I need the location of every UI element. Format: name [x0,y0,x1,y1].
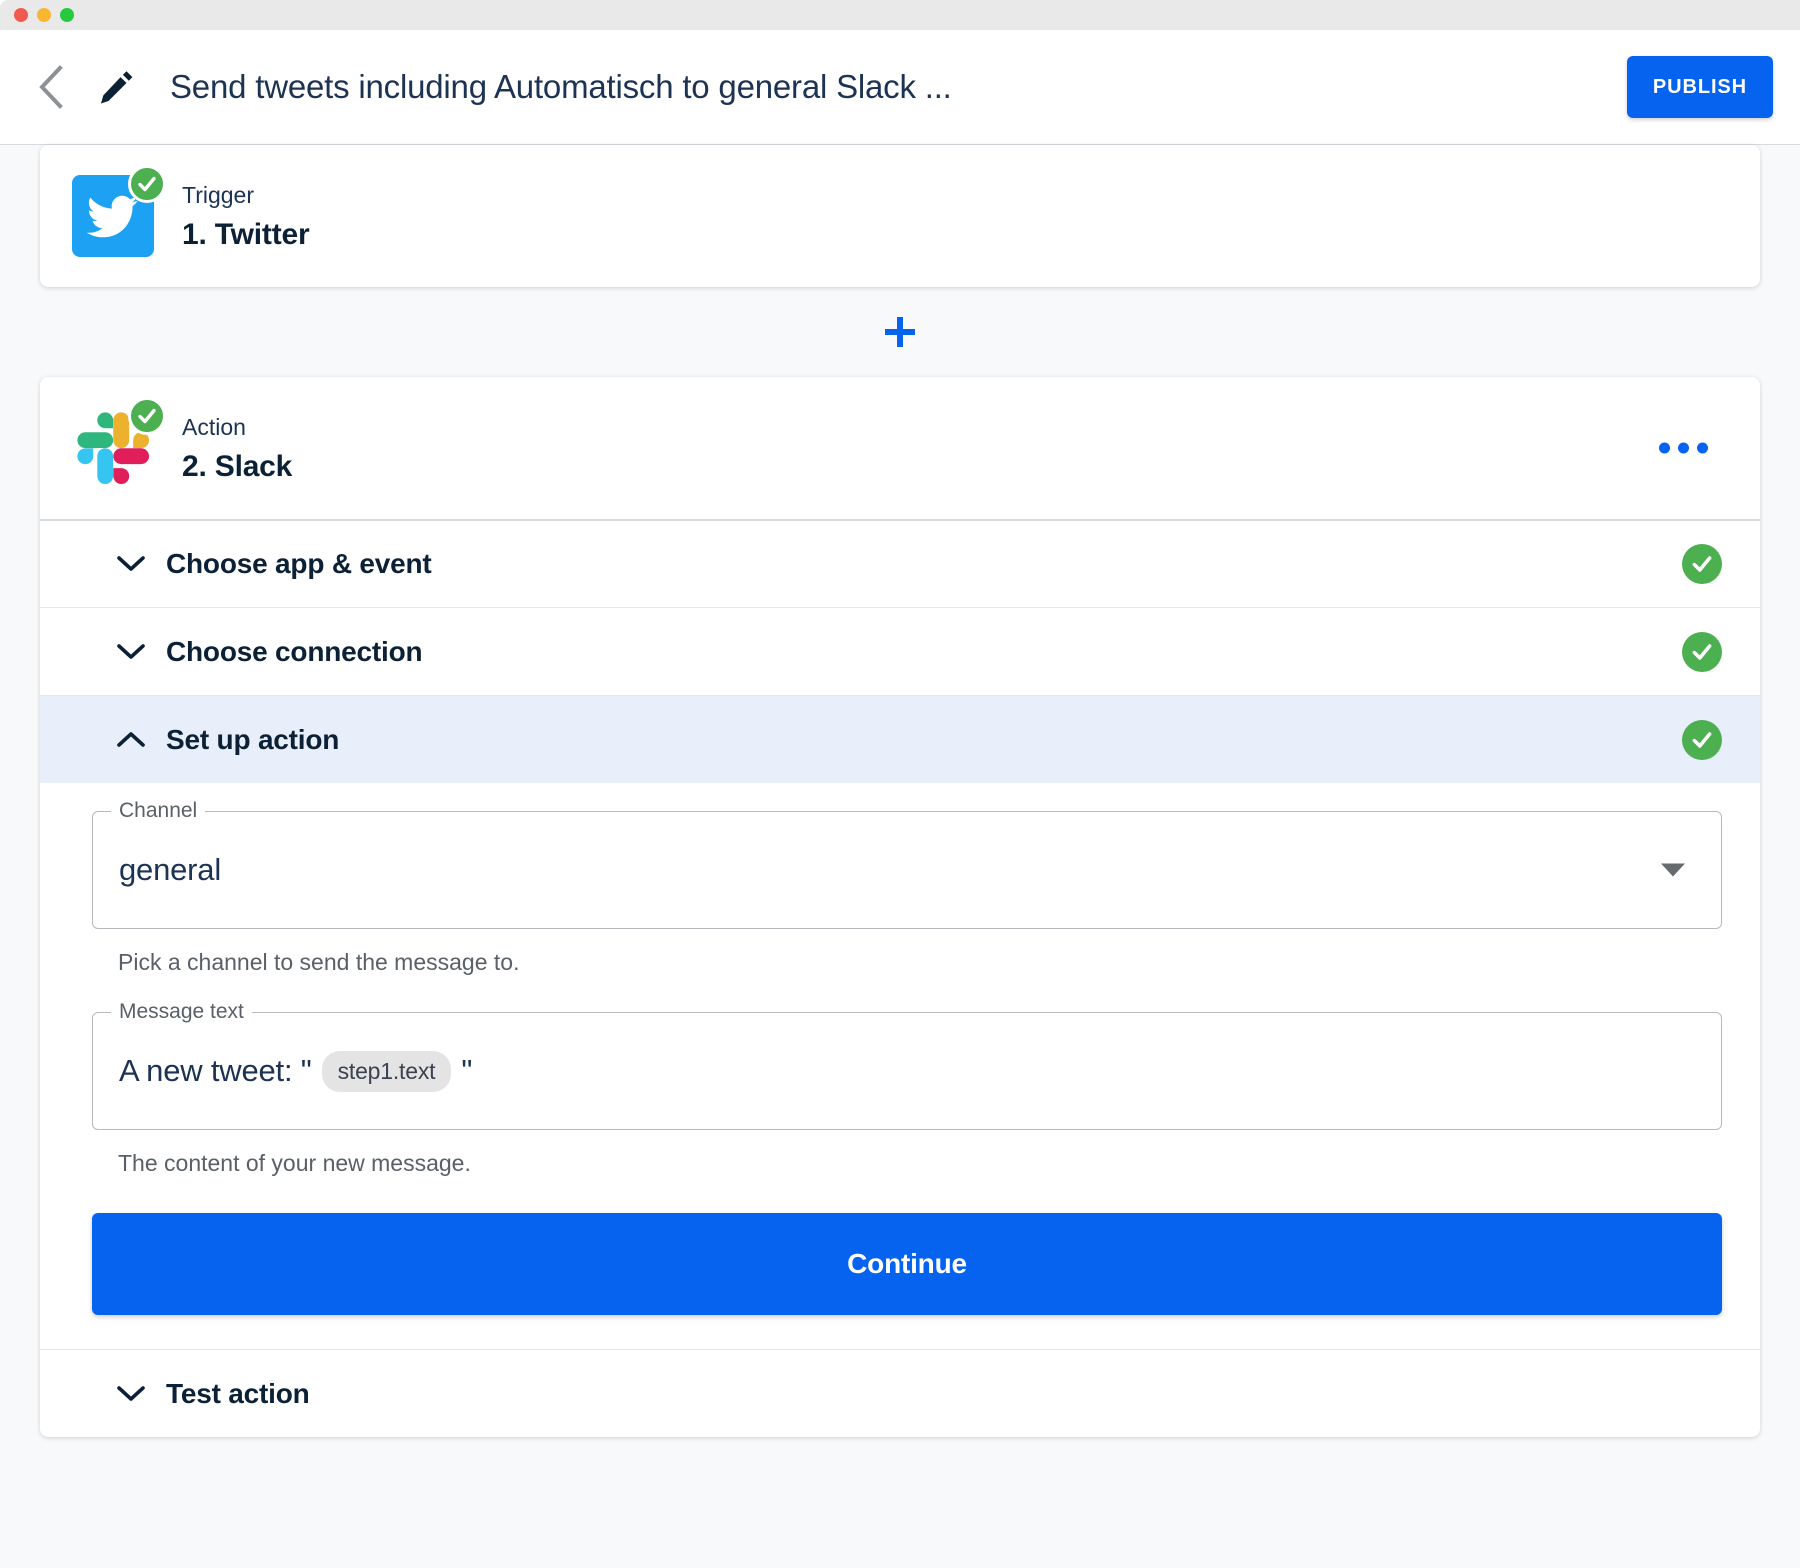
trigger-card-text: Trigger 1. Twitter [182,180,310,251]
check-glyph [138,176,156,192]
flow-step-card-trigger[interactable]: Trigger 1. Twitter [40,145,1760,287]
continue-button[interactable]: Continue [92,1213,1722,1315]
flow-canvas: Trigger 1. Twitter [0,145,1800,1568]
ellipsis-icon[interactable] [1649,433,1718,464]
message-prefix: A new tweet: " [119,1053,312,1088]
channel-label: Channel [111,798,206,824]
message-text-input[interactable]: Message text A new tweet: " step1.text " [92,999,1722,1130]
action-name: 2. Slack [182,449,293,483]
message-suffix: " [461,1053,473,1088]
slack-glyph [77,412,150,485]
chevron-down-icon [110,555,152,573]
message-text-value: A new tweet: " step1.text " [119,1050,473,1092]
set-up-action-form: Channel general Pick a channel to send t… [40,783,1760,1349]
page-title: Send tweets including Automatisch to gen… [170,68,952,105]
slack-icon [72,407,154,489]
section-set-up-action[interactable]: Set up action [40,695,1760,783]
ellipsis-dot [1697,442,1708,454]
publish-button[interactable]: PUBLISH [1626,56,1773,118]
check-circle-icon [128,397,166,435]
section-test-action[interactable]: Test action [40,1349,1760,1437]
ellipsis-dot [1678,442,1689,454]
check-circle-icon [1682,719,1722,760]
add-step-button[interactable] [878,310,922,354]
channel-select[interactable]: Channel general [92,798,1722,929]
caret-down-icon[interactable] [1661,863,1685,877]
variable-token-step1-text[interactable]: step1.text [321,1050,452,1092]
trigger-card-header[interactable]: Trigger 1. Twitter [40,145,1760,287]
message-text-label: Message text [111,999,252,1025]
channel-helper-text: Pick a channel to send the message to. [118,949,520,975]
check-circle-icon [1682,544,1722,584]
action-card-header[interactable]: Action 2. Slack [40,377,1760,519]
section-label: Choose app & event [166,548,432,579]
check-circle-icon [1682,631,1722,672]
action-app-icon-wrap [72,397,166,489]
window-close-button[interactable] [14,8,28,22]
pencil-icon [101,71,133,104]
plus-icon [885,317,915,347]
message-helper-text: The content of your new message. [118,1150,471,1176]
section-label: Test action [166,1377,310,1409]
edit-title-button[interactable] [92,62,142,112]
section-choose-app-and-event[interactable]: Choose app & event [40,519,1760,607]
window-minimize-button[interactable] [37,8,51,22]
app-header: Send tweets including Automatisch to gen… [0,30,1800,145]
section-label: Choose connection [166,635,423,667]
section-label: Set up action [166,723,340,755]
flow-step-card-action[interactable]: Action 2. Slack Choose app & event [40,377,1760,1437]
back-button[interactable] [28,64,74,110]
trigger-name: 1. Twitter [182,217,310,251]
window-zoom-button[interactable] [60,8,74,22]
ellipsis-dot [1659,442,1670,454]
add-step-row [40,287,1760,377]
chevron-down-icon [110,1385,152,1403]
channel-value: general [119,852,222,887]
check-circle-icon [128,165,166,203]
trigger-kicker: Trigger [182,182,254,209]
trigger-app-icon-wrap [72,165,166,257]
chevron-down-icon [110,643,152,661]
twitter-bird-glyph [86,195,138,238]
action-card-text: Action 2. Slack [182,412,292,483]
check-glyph [138,408,156,424]
window-title-bar [0,0,1800,30]
action-kicker: Action [182,414,246,441]
section-choose-connection[interactable]: Choose connection [40,607,1760,695]
chevron-left-icon [39,65,63,109]
chevron-up-icon [110,731,152,749]
